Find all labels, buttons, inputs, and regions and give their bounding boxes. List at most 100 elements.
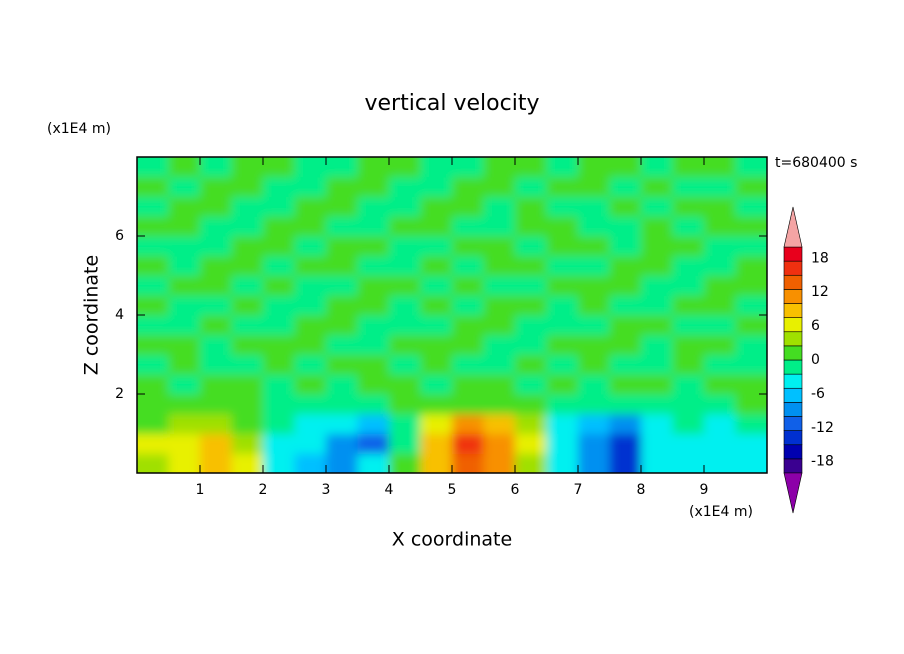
contour-cell (357, 315, 390, 336)
contour-cell (326, 354, 358, 375)
contour-cell (389, 196, 421, 217)
contour-cell (735, 295, 767, 316)
contour-cell (735, 176, 767, 197)
contour-cell (263, 176, 295, 197)
contour-cell (704, 176, 736, 197)
contour-cell (326, 374, 358, 395)
contour-cell (483, 354, 516, 375)
colorbar-box (783, 260, 803, 276)
contour-cell (357, 295, 390, 316)
contour-cell (609, 315, 642, 336)
contour-cell (578, 275, 610, 296)
contour-cell (357, 255, 390, 276)
contour-cell (326, 334, 358, 355)
contour-cell (578, 157, 610, 178)
contour-cell (326, 315, 358, 336)
contour-cell (578, 196, 610, 217)
contour-cell (546, 334, 579, 355)
contour-cell (420, 315, 453, 336)
colorbar-tick-label: -12 (811, 420, 834, 436)
contour-cell (483, 255, 516, 276)
contour-cell (231, 176, 264, 197)
contour-cell (168, 236, 201, 257)
contour-cell (389, 255, 421, 276)
contour-cell (452, 315, 484, 336)
colorbar-tick-label: 18 (811, 250, 829, 266)
contour-cell (609, 374, 642, 395)
contour-cell (326, 236, 358, 257)
contour-cell (483, 433, 516, 454)
contour-cell (735, 453, 767, 473)
contour-cell (578, 216, 610, 237)
contour-cell (546, 255, 579, 276)
contour-cell (735, 275, 767, 296)
contour-cell (231, 295, 264, 316)
y-unit-label: (x1E4 m) (47, 121, 111, 137)
contour-cell (231, 334, 264, 355)
contour-cell (200, 255, 232, 276)
contour-cell (137, 413, 169, 434)
contour-cell (420, 413, 453, 434)
contour-cell (672, 295, 705, 316)
contour-cell (452, 236, 484, 257)
contour-cell (483, 176, 516, 197)
contour-cell (231, 394, 264, 415)
colorbar-under (783, 472, 803, 514)
contour-cell (357, 236, 390, 257)
contour-cell (389, 413, 421, 434)
contour-cell (231, 275, 264, 296)
contour-cell (294, 176, 327, 197)
contour-cell (483, 275, 516, 296)
contour-cell (200, 176, 232, 197)
contour-cell (735, 157, 767, 178)
contour-cell (578, 374, 610, 395)
contour-cell (326, 176, 358, 197)
contour-cell (704, 196, 736, 217)
contour-cell (609, 176, 642, 197)
contour-cell (546, 413, 579, 434)
x-tick-label: 3 (322, 482, 331, 498)
contour-cell (735, 354, 767, 375)
contour-cell (294, 236, 327, 257)
contour-cell (704, 295, 736, 316)
contour-cell (641, 255, 673, 276)
colorbar-box (783, 246, 803, 262)
contour-cell (515, 315, 547, 336)
contour-cell (420, 394, 453, 415)
contour-cell (704, 157, 736, 178)
contour-cell (326, 255, 358, 276)
contour-cell (704, 394, 736, 415)
contour-cell (263, 275, 295, 296)
colorbar-box (783, 387, 803, 403)
contour-cell (483, 394, 516, 415)
contour-cell (294, 413, 327, 434)
contour-cell (137, 275, 169, 296)
contour-cell (168, 275, 201, 296)
contour-cell (294, 255, 327, 276)
contour-cell (609, 334, 642, 355)
contour-cell (420, 433, 453, 454)
contour-cell (137, 255, 169, 276)
contour-cell (357, 157, 390, 178)
contour-cell (704, 275, 736, 296)
contour-cell (735, 334, 767, 355)
contour-cell (357, 216, 390, 237)
contour-cell (735, 236, 767, 257)
contour-cell (641, 413, 673, 434)
x-tick-label: 6 (511, 482, 520, 498)
contour-cell (168, 374, 201, 395)
contour-cell (168, 394, 201, 415)
contour-cell (420, 196, 453, 217)
contour-cell (263, 453, 295, 473)
contour-cell (452, 354, 484, 375)
colorbar-tick-label: -18 (811, 454, 834, 470)
contour-cell (546, 374, 579, 395)
contour-cell (672, 196, 705, 217)
contour-cell (231, 413, 264, 434)
contour-cell (452, 157, 484, 178)
contour-cell (672, 433, 705, 454)
contour-cell (641, 394, 673, 415)
contour-cell (609, 196, 642, 217)
contour-cell (452, 295, 484, 316)
contour-cell (137, 176, 169, 197)
